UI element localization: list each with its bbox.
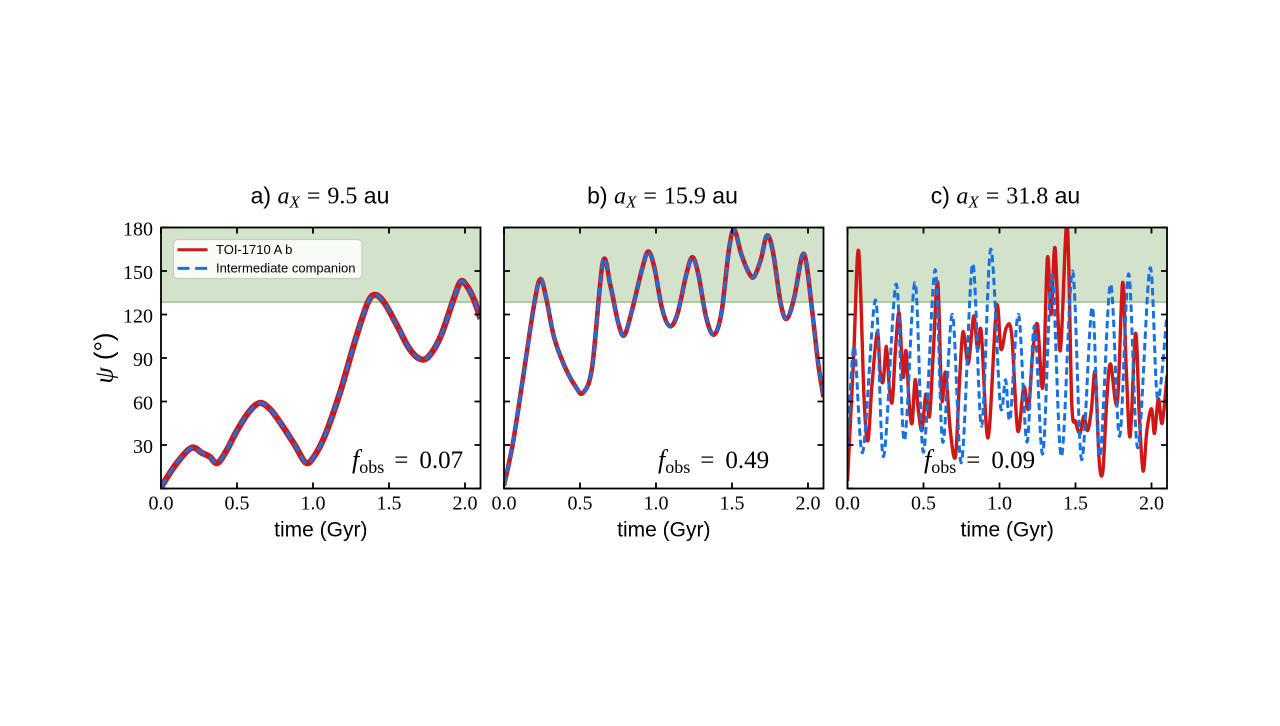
svg-text:0.0: 0.0 — [835, 493, 860, 515]
svg-text:150: 150 — [123, 262, 153, 284]
svg-text:ψ (°): ψ (°) — [89, 332, 119, 383]
svg-text:fobs=0.07: fobs = 0.07 — [352, 445, 463, 477]
svg-text:fobs=0.49: fobs = 0.49 — [658, 445, 769, 477]
svg-text:c) aX=31.8 au: c) aX = 31.8 au — [931, 183, 1080, 212]
svg-text:120: 120 — [123, 306, 153, 328]
svg-text:90: 90 — [133, 349, 153, 371]
svg-text:30: 30 — [133, 436, 153, 458]
svg-text:a) aX=9.5 au: a) aX = 9.5 au — [251, 183, 390, 212]
svg-text:time (Gyr): time (Gyr) — [617, 519, 710, 542]
svg-text:time (Gyr): time (Gyr) — [274, 519, 367, 542]
svg-text:1.0: 1.0 — [644, 493, 669, 515]
svg-text:2.0: 2.0 — [1139, 493, 1164, 515]
svg-text:60: 60 — [133, 393, 153, 415]
svg-text:time (Gyr): time (Gyr) — [961, 519, 1054, 542]
svg-text:1.5: 1.5 — [1063, 493, 1088, 515]
svg-text:0.0: 0.0 — [492, 493, 517, 515]
svg-text:0.5: 0.5 — [568, 493, 593, 515]
svg-text:1.0: 1.0 — [301, 493, 326, 515]
svg-text:2.0: 2.0 — [796, 493, 821, 515]
svg-text:1.5: 1.5 — [720, 493, 745, 515]
svg-text:1.0: 1.0 — [987, 493, 1012, 515]
svg-text:0.5: 0.5 — [225, 493, 250, 515]
svg-text:1.5: 1.5 — [377, 493, 402, 515]
svg-text:2.0: 2.0 — [453, 493, 478, 515]
svg-text:b) aX=15.9 au: b) aX = 15.9 au — [587, 183, 738, 212]
svg-text:0.5: 0.5 — [911, 493, 936, 515]
svg-text:180: 180 — [123, 219, 153, 241]
svg-text:TOI-1710 A b: TOI-1710 A b — [216, 242, 292, 257]
svg-text:Intermediate companion: Intermediate companion — [216, 261, 355, 276]
svg-text:fobs=0.09: fobs = 0.09 — [924, 445, 1035, 477]
svg-text:0.0: 0.0 — [149, 493, 174, 515]
